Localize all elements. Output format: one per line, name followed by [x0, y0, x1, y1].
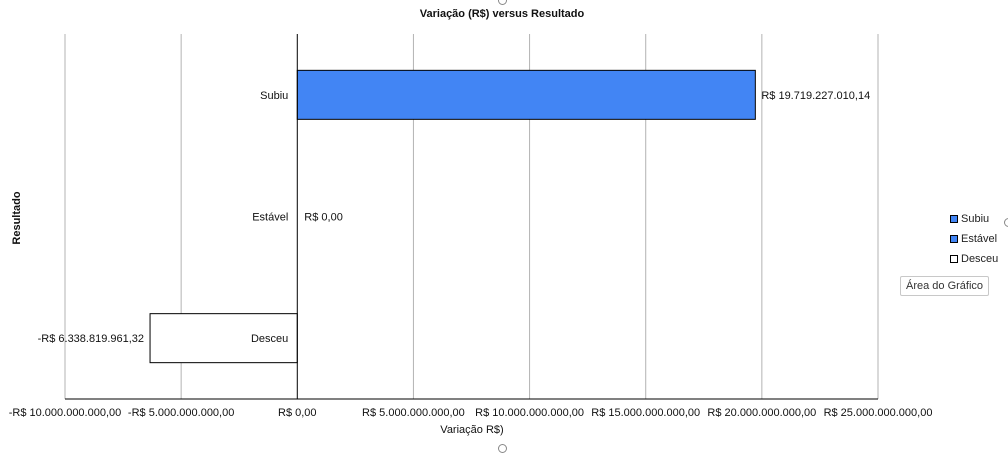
data-label: -R$ 6.338.819.961,32 — [38, 333, 144, 345]
category-label: Desceu — [251, 333, 288, 345]
category-label: Estável — [252, 212, 288, 224]
legend-label: Desceu — [961, 253, 999, 265]
x-tick-label: R$ 5.000.000.000,00 — [362, 407, 465, 419]
chart-area-tooltip: Área do Gráfico — [900, 276, 990, 296]
legend-label: Subiu — [961, 213, 990, 225]
legend-label: Estável — [961, 233, 998, 245]
x-tick-label: R$ 0,00 — [278, 407, 317, 419]
x-tick-label: R$ 15.000.000.000,00 — [591, 407, 700, 419]
legend-swatch — [950, 235, 958, 243]
data-label: R$ 0,00 — [304, 212, 343, 224]
x-axis-title: Variação R$) — [440, 424, 503, 436]
axes — [65, 34, 878, 400]
x-tick-label: -R$ 10.000.000.000,00 — [9, 407, 122, 419]
selection-handle-right[interactable] — [1004, 218, 1008, 227]
category-label: Subiu — [260, 90, 288, 102]
legend-swatch — [950, 255, 958, 263]
y-axis-title: Resultado — [11, 191, 23, 244]
labels: -R$ 10.000.000.000,00 -R$ 5.000.000.000,0… — [9, 90, 933, 419]
data-label: R$ 19.719.227.010,14 — [761, 90, 870, 102]
legend: Subiu Estável Desceu — [950, 209, 998, 269]
x-tick-label: R$ 25.000.000.000,00 — [824, 407, 933, 419]
x-tick-label: R$ 20.000.000.000,00 — [707, 407, 816, 419]
x-tick-label: -R$ 5.000.000.000,00 — [128, 407, 234, 419]
legend-item: Subiu — [950, 209, 998, 229]
x-tick-label: R$ 10.000.000.000,00 — [475, 407, 584, 419]
bar — [149, 313, 298, 364]
bars — [149, 69, 756, 364]
legend-swatch — [950, 215, 958, 223]
chart-title: Variação (R$) versus Resultado — [420, 8, 585, 20]
legend-item: Desceu — [950, 249, 998, 269]
selection-handle-top[interactable] — [498, 0, 507, 5]
legend-item: Estável — [950, 229, 998, 249]
selection-handle-bottom[interactable] — [498, 444, 507, 453]
bar — [296, 69, 756, 120]
